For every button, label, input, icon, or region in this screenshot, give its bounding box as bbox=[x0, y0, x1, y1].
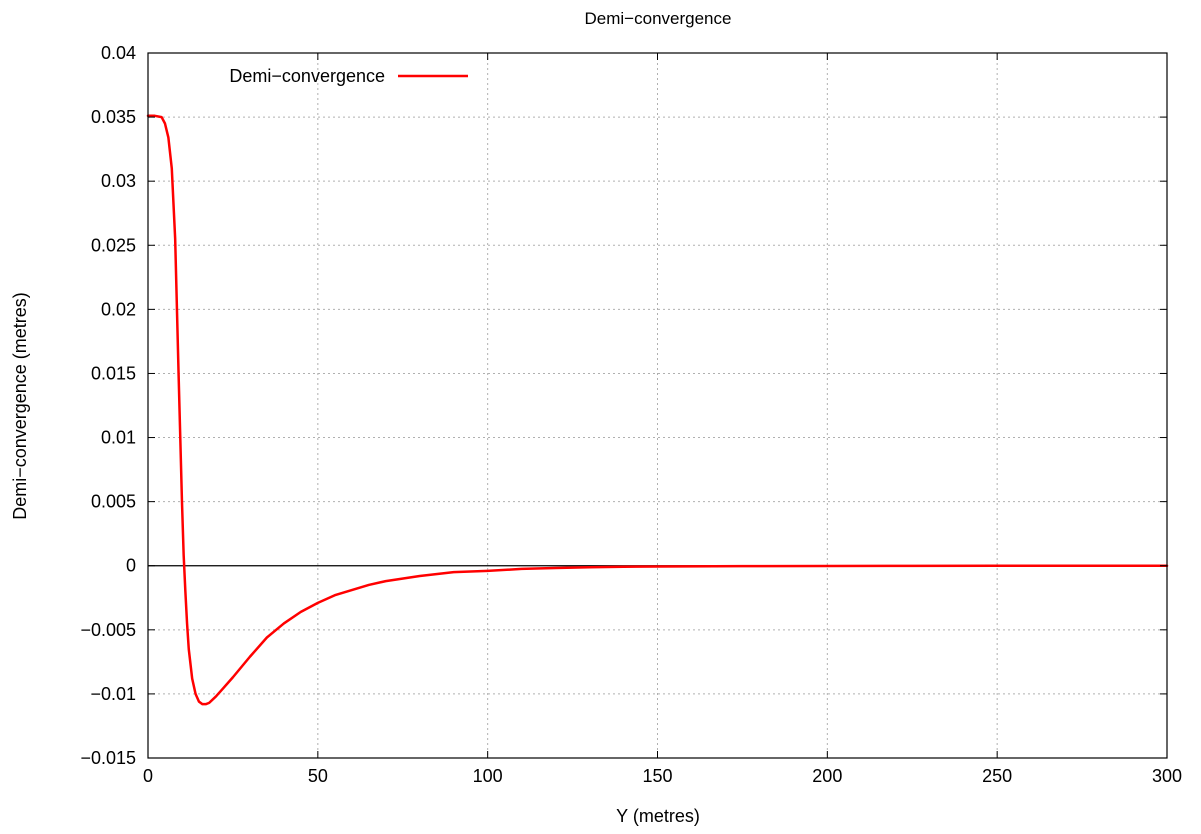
x-ticks: 0 50 100 150 200 250 300 bbox=[143, 53, 1182, 786]
series-line bbox=[146, 114, 1169, 706]
y-tick-label: −0.005 bbox=[80, 620, 136, 640]
x-axis-label: Y (metres) bbox=[616, 806, 700, 826]
legend-label: Demi−convergence bbox=[229, 66, 385, 86]
y-tick-label: 0.02 bbox=[101, 299, 136, 319]
x-tick-label: 250 bbox=[982, 766, 1012, 786]
x-tick-label: 100 bbox=[473, 766, 503, 786]
x-tick-label: 0 bbox=[143, 766, 153, 786]
y-tick-label: 0.015 bbox=[91, 363, 136, 383]
x-tick-label: 200 bbox=[812, 766, 842, 786]
y-tick-label: 0.025 bbox=[91, 235, 136, 255]
y-tick-label: 0 bbox=[126, 556, 136, 576]
x-tick-label: 50 bbox=[308, 766, 328, 786]
y-ticks: −0.015 −0.01 −0.005 0 0.005 0.01 0.015 0.02 0.02… bbox=[80, 43, 1167, 768]
y-tick-label: −0.015 bbox=[80, 748, 136, 768]
chart-title: Demi−convergence bbox=[585, 9, 732, 28]
y-tick-label: 0.01 bbox=[101, 428, 136, 448]
y-axis-label: Demi−convergence (metres) bbox=[10, 292, 30, 520]
y-tick-label: 0.035 bbox=[91, 107, 136, 127]
y-tick-label: 0.005 bbox=[91, 492, 136, 512]
series-group bbox=[146, 114, 1169, 706]
y-tick-label: 0.04 bbox=[101, 43, 136, 63]
x-tick-label: 150 bbox=[642, 766, 672, 786]
y-tick-label: 0.03 bbox=[101, 171, 136, 191]
x-tick-label: 300 bbox=[1152, 766, 1182, 786]
legend: Demi−convergence bbox=[229, 66, 468, 86]
y-tick-label: −0.01 bbox=[90, 684, 136, 704]
